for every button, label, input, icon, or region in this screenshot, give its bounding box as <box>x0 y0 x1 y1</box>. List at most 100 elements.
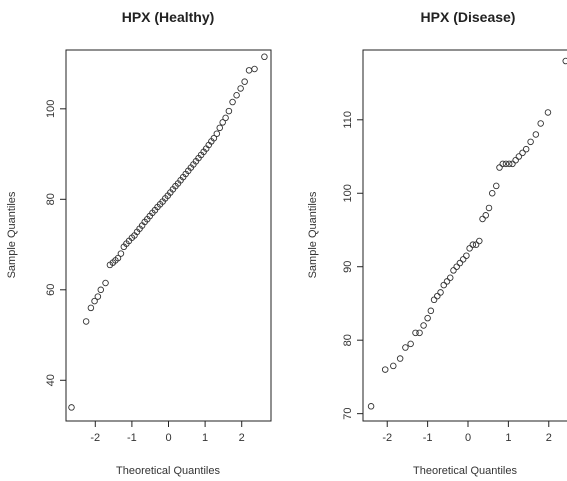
data-point <box>499 160 506 168</box>
data-point <box>482 212 490 219</box>
data-point <box>562 57 567 65</box>
data-point <box>251 65 258 73</box>
x-axis-label-healthy: Theoretical Quantiles <box>116 465 220 477</box>
y-axis-label-healthy: Sample Quantiles <box>6 191 18 278</box>
data-point <box>512 156 519 164</box>
y-tick-label: 100 <box>45 100 57 118</box>
points-disease <box>367 57 567 410</box>
x-ticks-healthy: -2 -1 0 1 2 <box>90 421 245 444</box>
data-point <box>430 296 438 304</box>
data-point <box>407 340 414 348</box>
data-point <box>509 160 516 168</box>
data-point <box>453 263 460 270</box>
x-tick-label: -1 <box>127 432 137 444</box>
x-tick-label: 1 <box>505 432 511 444</box>
data-point <box>117 250 125 257</box>
data-point <box>469 241 477 248</box>
x-tick-label: -2 <box>90 432 100 444</box>
data-point <box>102 279 109 287</box>
data-point <box>367 403 375 410</box>
data-point <box>515 153 523 160</box>
data-point <box>456 259 464 267</box>
data-point <box>502 160 510 168</box>
data-point <box>213 130 221 137</box>
data-point <box>68 404 75 411</box>
data-point <box>440 281 448 289</box>
data-point <box>94 293 102 300</box>
data-point <box>424 314 431 322</box>
data-point <box>537 120 544 127</box>
data-point <box>434 292 441 300</box>
data-point <box>114 254 122 262</box>
data-point <box>476 237 483 245</box>
y-tick-label: 80 <box>45 193 57 205</box>
data-point <box>82 318 90 325</box>
y-tick-label: 80 <box>342 334 354 346</box>
y-axis-label-disease: Sample Quantiles <box>307 191 319 278</box>
data-point <box>450 267 457 274</box>
y-tick-label: 90 <box>342 261 354 273</box>
data-point <box>479 215 486 223</box>
data-point <box>233 91 240 99</box>
x-tick-label: 0 <box>465 432 471 444</box>
data-point <box>420 322 427 329</box>
data-point <box>446 274 454 281</box>
x-tick-label: 2 <box>239 432 245 444</box>
panel-healthy: HPX (Healthy) Theoretical Quantiles Samp… <box>6 9 272 477</box>
data-point <box>87 304 95 312</box>
x-tick-label: 0 <box>165 432 171 444</box>
y-tick-label: 60 <box>45 284 57 296</box>
data-point <box>412 329 419 337</box>
data-point <box>225 107 233 115</box>
data-point <box>522 145 530 153</box>
data-point <box>527 138 534 146</box>
data-point <box>496 164 503 171</box>
data-point <box>427 307 435 315</box>
data-point <box>544 109 552 116</box>
data-point <box>390 362 397 370</box>
data-point <box>97 286 105 294</box>
y-tick-label: 110 <box>342 111 354 129</box>
chart-title-disease: HPX (Disease) <box>421 9 516 25</box>
y-tick-label: 100 <box>342 184 354 202</box>
data-point <box>396 355 404 362</box>
data-point <box>222 114 229 122</box>
data-point <box>229 98 236 106</box>
data-point <box>91 297 98 305</box>
data-point <box>443 278 451 285</box>
y-ticks-disease: 70 80 90 100 110 <box>342 111 363 420</box>
data-point <box>463 252 470 259</box>
data-point <box>519 149 526 157</box>
data-point <box>241 78 248 85</box>
x-tick-label: -1 <box>423 432 433 444</box>
data-point <box>466 245 473 252</box>
panel-disease: HPX (Disease) Theoretical Quantiles Samp… <box>307 9 567 477</box>
data-point <box>505 160 513 168</box>
chart-title-healthy: HPX (Healthy) <box>122 9 215 25</box>
plot-frame-healthy <box>65 49 272 422</box>
data-point <box>493 182 500 190</box>
data-point <box>532 131 540 138</box>
data-point <box>437 289 444 296</box>
plot-frame-disease <box>362 49 567 422</box>
x-axis-label-disease: Theoretical Quantiles <box>413 465 517 477</box>
data-point <box>216 124 223 132</box>
y-ticks-healthy: 40 60 80 100 <box>45 100 66 386</box>
data-point <box>488 190 496 197</box>
x-tick-label: 1 <box>202 432 208 444</box>
data-point <box>472 241 480 248</box>
data-point <box>485 204 493 212</box>
data-point <box>459 256 467 263</box>
data-point <box>245 67 253 74</box>
data-point <box>237 85 244 92</box>
y-tick-label: 40 <box>45 374 57 386</box>
data-point <box>381 366 389 373</box>
x-tick-label: -2 <box>382 432 392 444</box>
data-point <box>210 134 218 142</box>
data-point <box>416 329 423 337</box>
x-tick-label: 2 <box>546 432 552 444</box>
data-point <box>219 119 226 126</box>
y-tick-label: 70 <box>342 408 354 420</box>
data-point <box>402 344 409 351</box>
